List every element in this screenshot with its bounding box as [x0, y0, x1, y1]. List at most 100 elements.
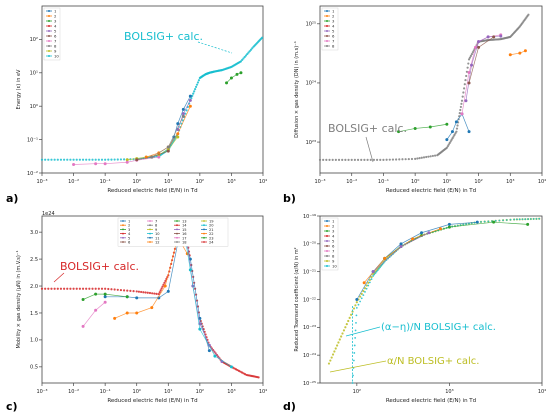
data-point: [103, 292, 107, 296]
bolsig-point: [110, 158, 113, 161]
data-point: [397, 130, 401, 134]
data-point: [225, 81, 229, 85]
bolsig-point: [353, 344, 356, 347]
panel-label: d): [283, 400, 296, 413]
bolsig-point: [334, 347, 337, 350]
bolsig-point: [342, 329, 346, 332]
legend-label: 6: [54, 34, 57, 39]
panel-label: c): [6, 400, 18, 413]
x-tick-label: 10⁻¹: [378, 179, 389, 185]
bolsig-point: [538, 217, 541, 220]
data-point: [72, 162, 76, 166]
bolsig-point: [100, 158, 104, 161]
series-4: [81, 292, 129, 301]
data-point: [81, 324, 85, 328]
bolsig-point: [447, 143, 450, 146]
bolsig-point: [452, 135, 455, 138]
annotation-pointer: [53, 272, 65, 283]
bolsig-point: [360, 158, 363, 161]
bolsig-point: [132, 290, 135, 293]
bolsig-point: [369, 158, 372, 161]
data-point: [235, 72, 239, 76]
bolsig-point: [487, 220, 490, 223]
bolsig-point: [470, 52, 473, 56]
data-point: [518, 51, 522, 55]
legend-label: 4: [54, 24, 57, 29]
bolsig-point: [50, 158, 53, 161]
bolsig-point: [467, 58, 471, 61]
bolsig-point: [88, 158, 91, 161]
legend-label: 22: [209, 232, 214, 236]
y-tick-label: 10¹: [30, 71, 38, 77]
bolsig-point: [455, 127, 459, 130]
data-point: [475, 220, 479, 224]
bolsig-point: [509, 218, 512, 221]
alpha-annotation-pointer: [329, 360, 387, 373]
bolsig-point: [364, 291, 366, 293]
y-axis-label: Reduced Townsend coefficient (α/N) in m²: [294, 247, 300, 351]
legend-label: 10: [54, 54, 59, 59]
y-tick-label: 2.5: [30, 257, 38, 263]
legend-label: 9: [155, 228, 158, 232]
bolsig-point: [398, 158, 401, 161]
bolsig-point: [465, 70, 469, 73]
y-tick-label: 10²³: [306, 140, 316, 146]
bolsig-point: [418, 157, 421, 160]
bolsig-point: [450, 138, 453, 141]
legend-marker: [203, 224, 205, 227]
legend-box: [117, 217, 229, 247]
bolsig-point: [363, 158, 366, 161]
data-point: [526, 222, 530, 226]
bolsig-point: [365, 284, 368, 287]
bolsig-point: [368, 278, 371, 282]
bolsig-point: [532, 218, 535, 220]
x-tick-label: 10⁻³: [36, 389, 47, 395]
chart-panel-4: 10² 10³ 10⁴ 10⁻²⁵ 10⁻²⁴ 10⁻²³ 10⁻²² 10⁻²¹ 10⁻²⁰ 1…: [283, 214, 546, 413]
bolsig-point: [352, 359, 355, 362]
bolsig-point: [239, 60, 243, 63]
series-1: [355, 220, 479, 301]
bolsig-point: [249, 48, 253, 51]
bolsig-point: [524, 218, 527, 221]
legend-marker: [326, 235, 328, 237]
bolsig-point: [461, 95, 464, 98]
series-6: [467, 35, 496, 85]
bolsig-annotation: BOLSIG+ calc.: [124, 30, 203, 43]
y-tick-label: 3.0: [30, 230, 38, 236]
legend-marker: [326, 40, 328, 42]
legend-label: 4: [128, 232, 131, 236]
x-tick-label: 10⁰: [411, 179, 419, 185]
series-line: [82, 293, 128, 300]
bolsig-point: [360, 292, 363, 295]
legend-marker: [326, 240, 328, 242]
bolsig-point: [370, 276, 373, 279]
bolsig-point: [416, 157, 419, 160]
legend-label: 4: [332, 24, 335, 29]
series-line: [363, 228, 441, 283]
bolsig-point: [353, 352, 356, 354]
bolsig-point: [163, 281, 166, 284]
bolsig-point: [375, 270, 378, 273]
bolsig-point: [329, 359, 332, 362]
data-point: [113, 316, 117, 320]
legend-label: 6: [128, 241, 131, 245]
bolsig-point: [66, 158, 69, 161]
legend-marker: [122, 224, 124, 227]
data-point: [94, 308, 98, 312]
legend-label: 2: [332, 14, 335, 19]
chart-panel-2: 10⁻³ 10⁻² 10⁻¹ 10⁰ 10¹ 10² 10³ 10⁴ 10²³ 10²⁴ 10²⁵ R…: [283, 5, 546, 205]
legend-marker: [176, 232, 178, 235]
data-point: [371, 270, 375, 274]
bolsig-point: [335, 344, 339, 347]
annotation-pointer: [365, 136, 374, 163]
bolsig-point: [116, 158, 119, 161]
bolsig-point: [344, 158, 347, 161]
bolsig-point: [367, 281, 370, 284]
bolsig-point: [243, 55, 246, 59]
bolsig-point: [454, 132, 457, 135]
series-line: [105, 225, 210, 351]
bolsig-point: [85, 287, 88, 290]
legend-label: 3: [128, 228, 130, 232]
bolsig-point: [110, 288, 113, 291]
bolsig-point: [535, 217, 538, 220]
